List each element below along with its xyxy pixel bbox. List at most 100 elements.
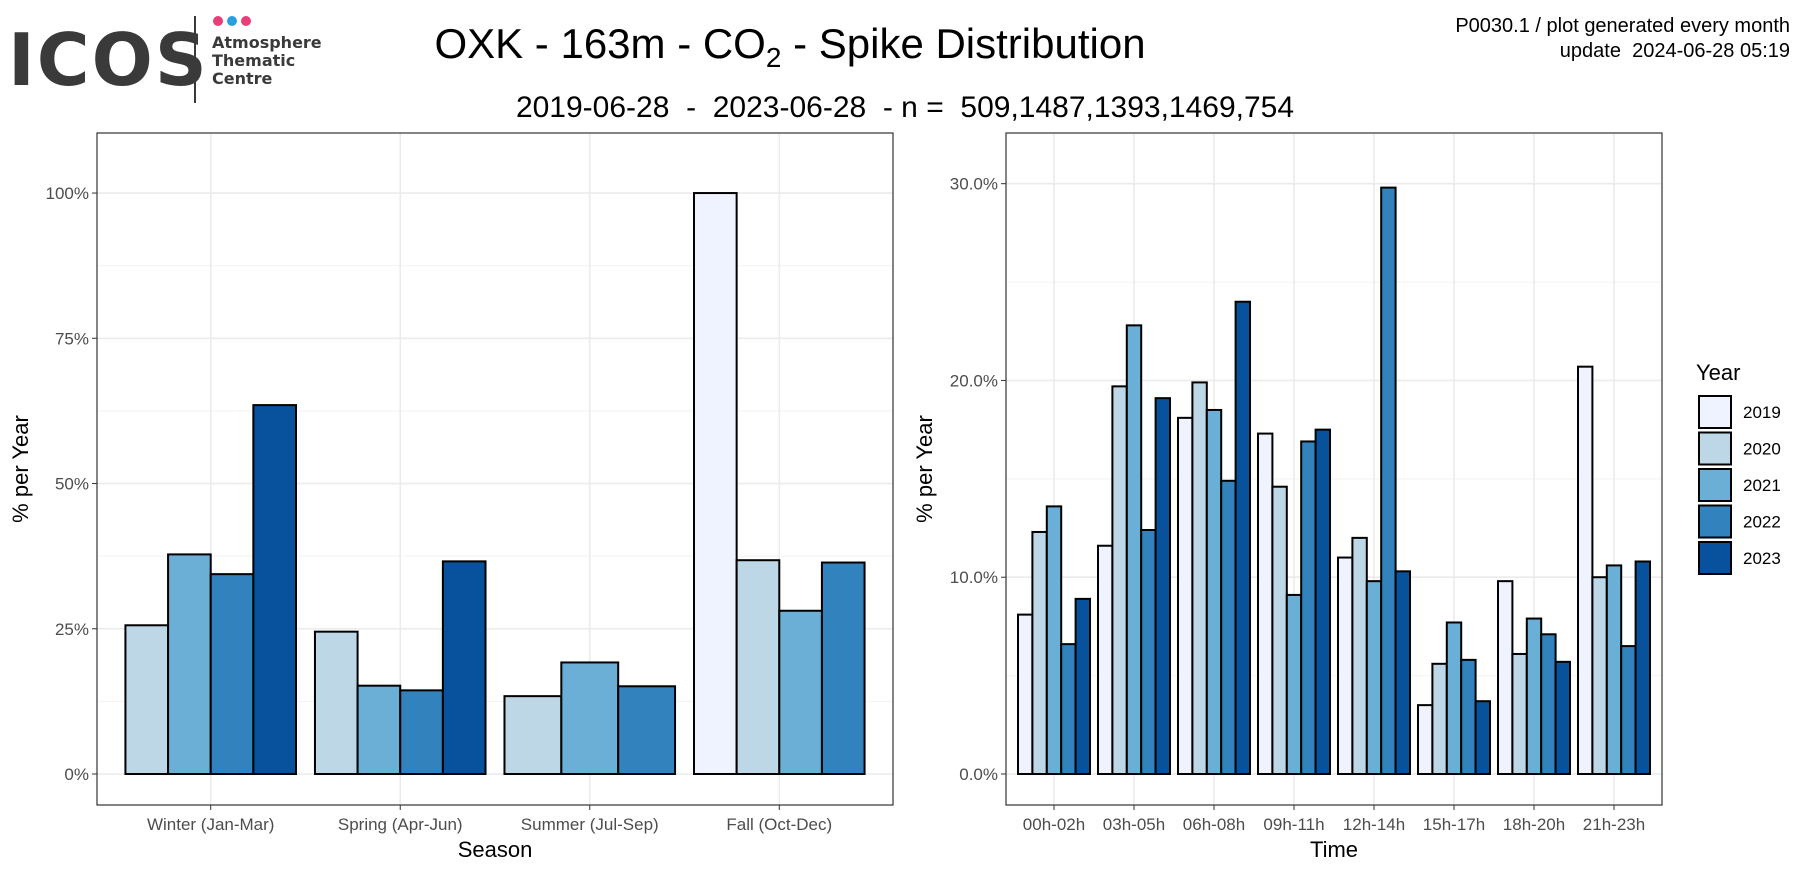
bar-2021: [560, 661, 620, 776]
y-tick-label: 0%: [64, 765, 89, 784]
bar-2020: [1351, 536, 1368, 775]
time-panel-border: [1005, 132, 1663, 806]
time-x-axis-title: Time: [1310, 837, 1358, 862]
bar-2019: [1017, 613, 1034, 776]
bar-2023: [1314, 428, 1331, 775]
x-tick-label: 00h-02h: [1023, 815, 1085, 834]
legend-label-2021: 2021: [1743, 476, 1781, 495]
legend-items: 2019 2020 2021 2022 2023: [1698, 395, 1781, 575]
bar-2023: [1234, 300, 1251, 775]
bar-2023: [1154, 397, 1171, 775]
title-subscript: 2: [766, 42, 782, 73]
legend-key-2020: [1698, 431, 1732, 466]
bar-2022: [1540, 633, 1557, 776]
bar-2020: [503, 695, 563, 776]
logo-line-thematic: Thematic: [212, 51, 295, 70]
bar-2020: [1271, 485, 1288, 775]
y-tick-label: 10.0%: [950, 568, 998, 587]
season-panel-border: [96, 132, 894, 806]
bar-2021: [1205, 408, 1223, 775]
bar-2021: [1045, 505, 1063, 775]
bar-2023: [1634, 560, 1651, 776]
bar-2021: [1285, 593, 1303, 775]
bar-2020: [1511, 652, 1528, 775]
bar-2023: [1554, 660, 1571, 775]
bar-2020: [313, 630, 359, 776]
y-tick-label: 30.0%: [950, 175, 998, 194]
bar-2021: [1525, 617, 1543, 776]
chart-subtitle: 2019-06-28 - 2023-06-28 - n = 509,1487,1…: [516, 91, 1294, 124]
logo-dot-1: [213, 16, 223, 26]
y-tick-label: 0.0%: [959, 765, 998, 784]
icos-logo: ICOS Atmosphere Thematic Centre: [8, 16, 322, 103]
x-tick-label: 03h-05h: [1103, 815, 1165, 834]
bar-2021: [1445, 621, 1463, 776]
bar-2022: [1220, 479, 1237, 775]
bar-2021: [167, 553, 212, 776]
bar-2020: [1591, 576, 1608, 776]
bar-2019: [1177, 416, 1194, 775]
x-tick-label: 21h-23h: [1583, 815, 1645, 834]
season-chart: 0% 25% 50% 75% 100% Winter (Jan-Mar) Spring (…: [8, 132, 894, 862]
legend-title: Year: [1696, 360, 1740, 385]
time-x-ticks: 00h-02h 03h-05h 06h-08h 09h-11h 12h-14h 15h-1…: [1023, 805, 1645, 834]
x-tick-label: 09h-11h: [1263, 815, 1324, 834]
legend-key-2021: [1698, 468, 1732, 502]
y-tick-label: 75%: [55, 329, 89, 348]
legend-label-2022: 2022: [1743, 513, 1781, 532]
bar-2022: [1060, 643, 1077, 775]
legend-key-2019: [1698, 395, 1732, 429]
bar-2021: [1365, 580, 1383, 776]
season-bars: [124, 192, 866, 776]
x-tick-label: Spring (Apr-Jun): [338, 815, 463, 834]
bar-2023: [252, 404, 298, 775]
bar-2019: [693, 192, 738, 776]
season-x-axis-title: Season: [458, 837, 533, 862]
y-tick-label: 20.0%: [950, 371, 998, 390]
time-y-axis-title: % per Year: [912, 415, 937, 523]
x-tick-label: 15h-17h: [1423, 815, 1485, 834]
bar-2019: [1097, 544, 1114, 776]
y-tick-label: 50%: [55, 475, 89, 494]
logo-line-centre: Centre: [212, 69, 273, 88]
bar-2021: [1605, 564, 1623, 776]
logo-dot-2: [227, 16, 237, 26]
x-tick-label: 12h-14h: [1343, 815, 1405, 834]
bar-2021: [1125, 324, 1143, 775]
bar-2023: [1074, 597, 1091, 775]
y-tick-label: 100%: [46, 184, 89, 203]
bar-2020: [1031, 530, 1048, 775]
time-y-ticks: 0.0% 10.0% 20.0% 30.0%: [950, 175, 1006, 784]
x-tick-label: Summer (Jul-Sep): [521, 815, 659, 834]
legend-label-2020: 2020: [1743, 440, 1781, 459]
time-chart: 0.0% 10.0% 20.0% 30.0% 00h-02h 03h-05h 06h-08…: [912, 132, 1663, 862]
bar-2023: [1474, 700, 1491, 775]
legend: Year 2019 2020 2021 2022 2023: [1696, 360, 1781, 575]
bar-2022: [1140, 529, 1157, 775]
y-tick-label: 25%: [55, 620, 89, 639]
bar-2023: [441, 560, 487, 775]
bar-2023: [1394, 570, 1411, 775]
legend-label-2023: 2023: [1743, 549, 1781, 568]
bar-2019: [1417, 704, 1434, 775]
logo-wordmark: ICOS: [8, 18, 209, 102]
bar-2022: [1620, 645, 1637, 776]
season-x-ticks: Winter (Jan-Mar) Spring (Apr-Jun) Summer (…: [147, 805, 832, 834]
season-y-ticks: 0% 25% 50% 75% 100%: [46, 184, 97, 784]
bar-2022: [1380, 186, 1397, 775]
bar-2019: [1257, 432, 1274, 775]
time-bars: [1017, 186, 1651, 776]
bar-2020: [124, 624, 170, 775]
x-tick-label: Winter (Jan-Mar): [147, 815, 275, 834]
bar-2022: [1460, 658, 1477, 776]
x-tick-label: Fall (Oct-Dec): [726, 815, 832, 834]
season-y-axis-title: % per Year: [8, 415, 33, 523]
bar-2022: [617, 685, 677, 775]
logo-line-atmosphere: Atmosphere: [212, 33, 322, 52]
bar-2019: [1337, 556, 1354, 776]
x-tick-label: 18h-20h: [1503, 815, 1565, 834]
bar-2020: [1111, 385, 1128, 775]
bar-2019: [1577, 365, 1594, 775]
bar-2020: [735, 559, 781, 776]
